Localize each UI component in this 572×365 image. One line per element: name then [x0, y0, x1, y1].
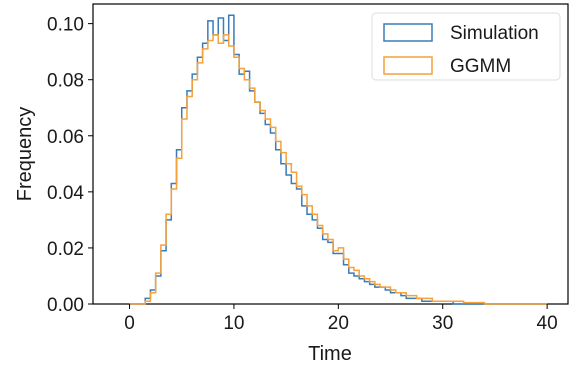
legend-swatch-simulation — [383, 23, 433, 42]
x-ticks: 0 10 20 30 40 — [124, 304, 558, 334]
legend: Simulation GGMM — [371, 12, 561, 81]
x-tick-label: 10 — [223, 313, 244, 334]
y-tick-label: 0.08 — [47, 71, 84, 92]
x-tick-label: 40 — [537, 313, 558, 334]
x-tick-label: 20 — [328, 313, 349, 334]
x-tick-label: 30 — [432, 313, 453, 334]
y-tick-label: 0.10 — [47, 15, 84, 36]
y-tick-label: 0.04 — [47, 183, 84, 204]
series-layer — [129, 14, 548, 305]
legend-label-ggmm: GGMM — [450, 56, 511, 77]
y-ticks: 0.00 0.02 0.04 0.06 0.08 0.10 — [47, 15, 93, 316]
x-axis-label: Time — [308, 343, 352, 365]
x-tick-label: 0 — [124, 313, 135, 334]
legend-swatch-ggmm — [383, 56, 433, 75]
y-tick-label: 0.02 — [47, 239, 84, 260]
y-axis-label: Frequency — [14, 107, 36, 202]
y-tick-label: 0.00 — [47, 295, 84, 316]
series-ggmm-step — [129, 34, 548, 305]
legend-box — [371, 12, 561, 81]
y-tick-label: 0.06 — [47, 127, 84, 148]
legend-label-simulation: Simulation — [450, 23, 539, 44]
